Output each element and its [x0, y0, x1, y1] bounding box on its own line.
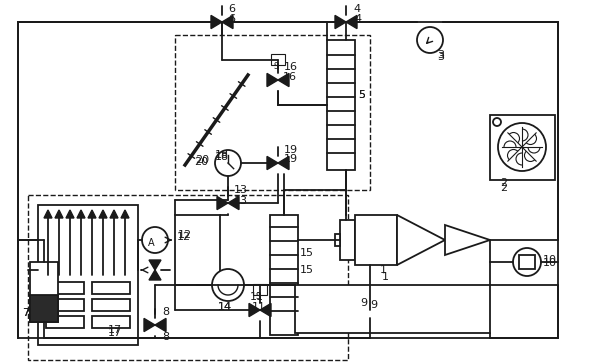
Text: 9: 9	[360, 298, 367, 308]
Circle shape	[212, 269, 244, 301]
Polygon shape	[267, 157, 278, 170]
Bar	[340, 220, 355, 260]
Text: 13: 13	[234, 196, 248, 206]
Polygon shape	[249, 304, 260, 317]
Polygon shape	[88, 210, 96, 218]
Text: 3: 3	[437, 50, 444, 60]
Polygon shape	[397, 215, 445, 265]
Polygon shape	[66, 210, 74, 218]
Polygon shape	[278, 157, 289, 170]
Text: 6: 6	[228, 14, 235, 24]
Text: 5: 5	[358, 90, 365, 100]
Circle shape	[215, 150, 241, 176]
Polygon shape	[99, 210, 107, 218]
Polygon shape	[44, 210, 52, 218]
Polygon shape	[155, 318, 166, 332]
Bar	[175, 215, 220, 285]
Bar	[46, 316, 84, 328]
Text: 11: 11	[252, 302, 266, 312]
Bar	[253, 284, 267, 294]
Text: 17: 17	[108, 325, 122, 335]
Polygon shape	[346, 15, 357, 29]
Text: 10: 10	[543, 255, 557, 265]
Circle shape	[417, 27, 443, 53]
Text: 11: 11	[250, 292, 264, 302]
Text: 18: 18	[215, 152, 229, 162]
Text: 20: 20	[195, 155, 209, 165]
Text: 8: 8	[162, 332, 169, 342]
Bar	[175, 35, 370, 190]
Bar	[362, 308, 378, 316]
Text: 20: 20	[194, 157, 208, 167]
Text: 8: 8	[162, 307, 169, 317]
Bar	[38, 205, 138, 345]
Circle shape	[493, 118, 501, 126]
Polygon shape	[267, 74, 278, 87]
Polygon shape	[121, 210, 129, 218]
Polygon shape	[211, 15, 222, 29]
Polygon shape	[335, 15, 346, 29]
Circle shape	[142, 227, 168, 253]
Bar	[28, 195, 348, 360]
Polygon shape	[144, 318, 155, 332]
Polygon shape	[222, 15, 233, 29]
Bar	[46, 299, 84, 311]
Text: 7: 7	[22, 308, 29, 318]
Bar	[92, 282, 130, 294]
Text: 14: 14	[218, 302, 232, 312]
Polygon shape	[260, 304, 271, 317]
Polygon shape	[149, 260, 161, 270]
Polygon shape	[228, 197, 239, 210]
Text: 10: 10	[543, 258, 557, 268]
Text: 7: 7	[22, 308, 29, 318]
Text: 16: 16	[284, 62, 298, 72]
Bar	[335, 234, 340, 246]
Bar	[92, 316, 130, 328]
Text: 4: 4	[353, 4, 360, 14]
Text: 15: 15	[300, 248, 314, 258]
Text: 17: 17	[108, 328, 122, 338]
Text: 18: 18	[215, 150, 229, 160]
Polygon shape	[110, 210, 118, 218]
Text: 3: 3	[437, 52, 444, 62]
Bar	[295, 285, 490, 333]
Text: 2: 2	[500, 178, 507, 188]
Text: S: S	[256, 292, 261, 301]
Polygon shape	[55, 210, 63, 218]
Bar	[355, 215, 397, 265]
Text: 1: 1	[380, 265, 387, 275]
Polygon shape	[278, 74, 289, 87]
Bar	[519, 255, 535, 269]
Text: 12: 12	[177, 232, 191, 242]
Text: 2: 2	[500, 183, 507, 193]
Circle shape	[498, 123, 546, 171]
Polygon shape	[149, 270, 161, 280]
Text: 9: 9	[370, 300, 377, 310]
Polygon shape	[77, 210, 85, 218]
Bar	[270, 215, 298, 335]
Bar	[46, 282, 84, 294]
Text: 16: 16	[283, 72, 297, 82]
Polygon shape	[217, 197, 228, 210]
Text: S: S	[274, 62, 279, 71]
Text: 13: 13	[234, 185, 248, 195]
Text: 12: 12	[178, 230, 192, 240]
Bar	[30, 262, 58, 322]
Text: 14: 14	[218, 302, 232, 312]
Text: A: A	[147, 238, 155, 248]
Text: 1: 1	[382, 272, 389, 282]
Text: 15: 15	[300, 265, 314, 275]
Bar	[490, 115, 555, 180]
Bar	[30, 295, 58, 322]
Text: 6: 6	[228, 4, 235, 14]
Bar	[327, 40, 355, 170]
Bar	[92, 299, 130, 311]
Polygon shape	[445, 225, 490, 255]
Bar	[271, 54, 285, 64]
Text: 4: 4	[354, 14, 361, 24]
Text: 5: 5	[358, 90, 365, 100]
Circle shape	[513, 248, 541, 276]
Text: 19: 19	[284, 154, 298, 164]
Text: 19: 19	[284, 145, 298, 155]
